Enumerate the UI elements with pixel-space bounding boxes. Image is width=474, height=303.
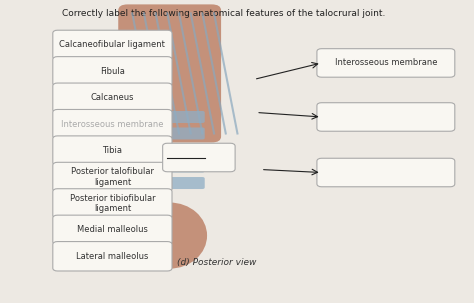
FancyBboxPatch shape [53, 215, 172, 245]
Text: Fibula: Fibula [100, 67, 125, 76]
FancyBboxPatch shape [53, 30, 172, 60]
Text: Posterior talofibular
ligament: Posterior talofibular ligament [71, 167, 154, 187]
FancyBboxPatch shape [317, 49, 455, 77]
Text: Interosseous membrane: Interosseous membrane [61, 120, 164, 129]
FancyBboxPatch shape [135, 128, 205, 139]
Text: Correctly label the following anatomical features of the talocrural joint.: Correctly label the following anatomical… [62, 9, 385, 18]
FancyBboxPatch shape [53, 83, 172, 112]
Text: Posterior tibiofibular
ligament: Posterior tibiofibular ligament [70, 194, 155, 213]
FancyBboxPatch shape [135, 161, 205, 172]
Text: Lateral malleolus: Lateral malleolus [76, 252, 148, 261]
Text: Calcaneofibular ligament: Calcaneofibular ligament [59, 40, 165, 49]
FancyBboxPatch shape [317, 103, 455, 131]
FancyBboxPatch shape [53, 241, 172, 271]
Text: Medial malleolus: Medial malleolus [77, 225, 148, 234]
FancyBboxPatch shape [163, 143, 235, 172]
Text: Tibia: Tibia [102, 146, 122, 155]
Ellipse shape [132, 202, 207, 268]
FancyBboxPatch shape [135, 144, 205, 156]
FancyBboxPatch shape [135, 111, 205, 123]
FancyBboxPatch shape [118, 4, 221, 142]
FancyBboxPatch shape [53, 189, 172, 218]
FancyBboxPatch shape [53, 109, 172, 139]
Text: Calcaneus: Calcaneus [91, 93, 134, 102]
Text: (d) Posterior view: (d) Posterior view [177, 258, 256, 267]
FancyBboxPatch shape [135, 177, 205, 189]
FancyBboxPatch shape [317, 158, 455, 187]
FancyBboxPatch shape [53, 162, 172, 192]
FancyBboxPatch shape [116, 13, 298, 275]
FancyBboxPatch shape [53, 57, 172, 86]
Text: Interosseous membrane: Interosseous membrane [335, 58, 437, 68]
FancyBboxPatch shape [53, 136, 172, 165]
